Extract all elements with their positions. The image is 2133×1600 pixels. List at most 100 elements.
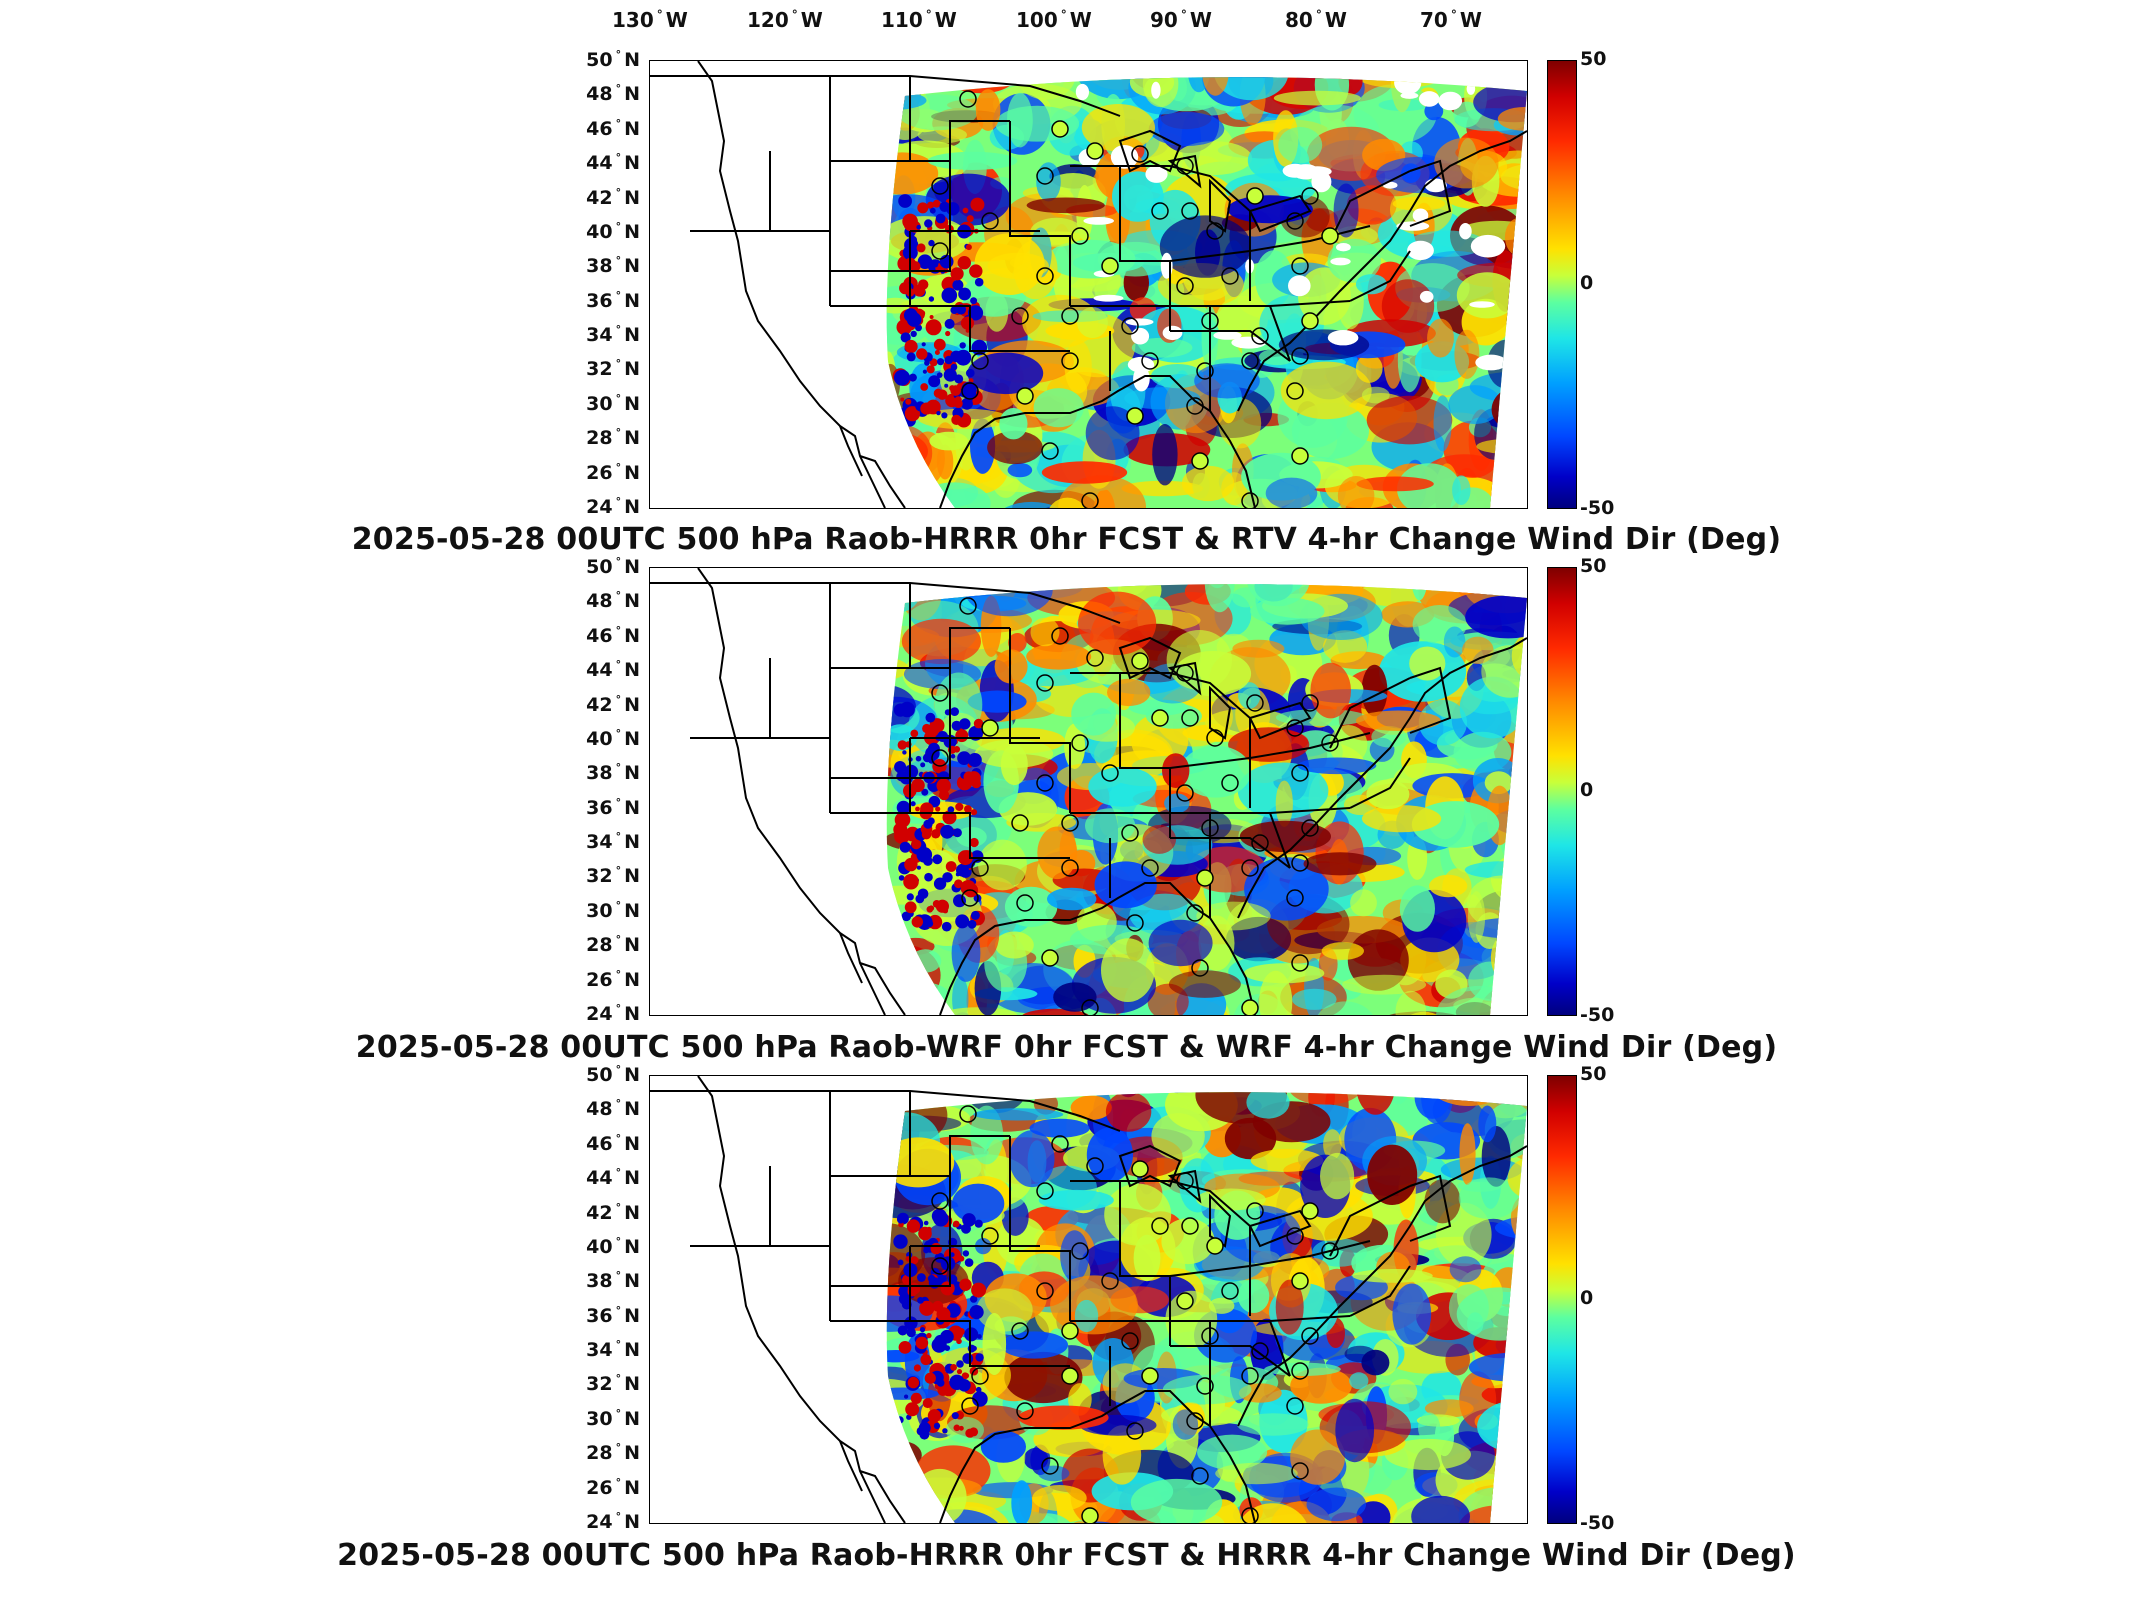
lat-tick-label: 30 ° N — [586, 898, 640, 922]
colorbar — [1547, 1075, 1577, 1524]
raob-station-marker — [1291, 347, 1309, 365]
raob-station-marker — [1036, 267, 1054, 285]
raob-station-marker — [1251, 1342, 1269, 1360]
raob-stations — [931, 90, 1339, 508]
lat-tick-label: 38 ° N — [586, 254, 640, 278]
panel-title: 2025-05-28 00UTC 500 hPa Raob-WRF 0hr FC… — [355, 1030, 1778, 1065]
raob-station-marker — [1121, 1332, 1139, 1350]
lon-tick-label: 90 ° W — [1150, 8, 1212, 32]
lat-tick-label: 46 ° N — [586, 116, 640, 140]
lat-tick-label: 42 ° N — [586, 692, 640, 716]
raob-station-marker — [959, 90, 977, 108]
raob-station-marker — [1286, 889, 1304, 907]
raob-station-marker — [1061, 859, 1079, 877]
raob-station-marker — [1011, 307, 1029, 325]
raob-station-marker — [1251, 327, 1269, 345]
raob-station-marker — [1251, 834, 1269, 852]
map-panel-3 — [649, 1075, 1528, 1524]
raob-station-marker — [1041, 949, 1059, 967]
raob-station-marker — [1176, 277, 1194, 295]
lat-tick-label: 50 ° N — [586, 555, 640, 578]
raob-station-marker — [1301, 312, 1319, 330]
raob-station-marker — [959, 597, 977, 615]
lat-tick-label: 36 ° N — [586, 288, 640, 312]
lat-tick-label: 32 ° N — [586, 864, 640, 888]
lat-tick-label: 30 ° N — [586, 1406, 640, 1430]
raob-station-marker — [1126, 914, 1144, 932]
raob-station-marker — [1286, 212, 1304, 230]
raob-station-marker — [1131, 145, 1149, 163]
state-and-coast-outlines — [650, 61, 1527, 508]
panel-title: 2025-05-28 00UTC 500 hPa Raob-HRRR 0hr F… — [351, 522, 1782, 557]
map-svg — [650, 568, 1527, 1015]
raob-station-marker — [1221, 774, 1239, 792]
lon-tick-label: 100 ° W — [1016, 8, 1092, 32]
lat-tick-label: 40 ° N — [586, 1234, 640, 1258]
lat-tick-label: 40 ° N — [586, 219, 640, 243]
raob-station-marker — [1286, 1397, 1304, 1415]
lat-tick-label: 26 ° N — [586, 967, 640, 991]
raob-station-marker — [1036, 1182, 1054, 1200]
raob-station-marker — [1286, 719, 1304, 737]
lon-tick-label: 70 ° W — [1420, 8, 1482, 32]
raob-station-marker — [1301, 1202, 1319, 1220]
raob-station-marker — [1291, 1272, 1309, 1290]
raob-station-marker — [1176, 784, 1194, 802]
lat-tick-label: 28 ° N — [586, 933, 640, 957]
colorbar-max-label: 50 — [1580, 48, 1607, 70]
raob-station-marker — [1241, 492, 1259, 508]
raob-station-marker — [1081, 1507, 1099, 1523]
raob-station-marker — [1246, 187, 1264, 205]
colorbar-mid-label: 0 — [1580, 271, 1594, 294]
raob-station-marker — [1151, 709, 1169, 727]
lat-tick-label: 48 ° N — [586, 589, 640, 613]
raob-station-marker — [1201, 312, 1219, 330]
raob-station-marker — [1181, 1217, 1199, 1235]
raob-station-marker — [1181, 709, 1199, 727]
raob-station-marker — [1071, 1242, 1089, 1260]
raob-station-marker — [1061, 1367, 1079, 1385]
raob-station-marker — [1061, 352, 1079, 370]
raob-station-marker — [1016, 894, 1034, 912]
raob-station-marker — [1191, 1467, 1209, 1485]
raob-station-marker — [1141, 859, 1159, 877]
raob-station-marker — [1186, 397, 1204, 415]
raob-station-marker — [1291, 447, 1309, 465]
raob-station-marker — [931, 177, 949, 195]
wind-direction-field — [886, 1092, 1527, 1523]
state-and-coast-outlines — [650, 1076, 1527, 1523]
raob-station-marker — [1036, 774, 1054, 792]
raob-station-marker — [1151, 1217, 1169, 1235]
lat-tick-label: 34 ° N — [586, 1338, 640, 1362]
colorbar-min-label: -50 — [1580, 1004, 1615, 1026]
lat-tick-label: 24 ° N — [586, 1002, 640, 1025]
raob-station-marker — [1101, 257, 1119, 275]
lat-tick-label: 48 ° N — [586, 1097, 640, 1121]
lat-tick-label: 24 ° N — [586, 495, 640, 518]
raob-station-marker — [1206, 1237, 1224, 1255]
lat-tick-label: 24 ° N — [586, 1510, 640, 1533]
lat-tick-label: 44 ° N — [586, 1166, 640, 1190]
raob-station-marker — [1041, 1457, 1059, 1475]
raob-station-marker — [1291, 954, 1309, 972]
lat-tick-label: 46 ° N — [586, 1131, 640, 1155]
raob-station-marker — [1016, 1402, 1034, 1420]
raob-station-marker — [971, 352, 989, 370]
raob-station-marker — [1061, 307, 1079, 325]
panel-title: 2025-05-28 00UTC 500 hPa Raob-HRRR 0hr F… — [337, 1538, 1796, 1573]
raob-station-marker — [959, 1105, 977, 1123]
raob-station-marker — [1196, 362, 1214, 380]
colorbar-max-label: 50 — [1580, 1063, 1607, 1085]
raob-station-marker — [1036, 167, 1054, 185]
raob-station-marker — [1016, 387, 1034, 405]
lat-tick-label: 46 ° N — [586, 623, 640, 647]
raob-station-marker — [1036, 1282, 1054, 1300]
raob-station-marker — [931, 1192, 949, 1210]
raob-station-marker — [1291, 257, 1309, 275]
lat-tick-label: 32 ° N — [586, 357, 640, 381]
lon-tick-label: 110 ° W — [881, 8, 957, 32]
lat-tick-label: 40 ° N — [586, 726, 640, 750]
raob-station-marker — [1101, 764, 1119, 782]
raob-station-marker — [931, 749, 949, 767]
raob-station-marker — [1081, 492, 1099, 508]
